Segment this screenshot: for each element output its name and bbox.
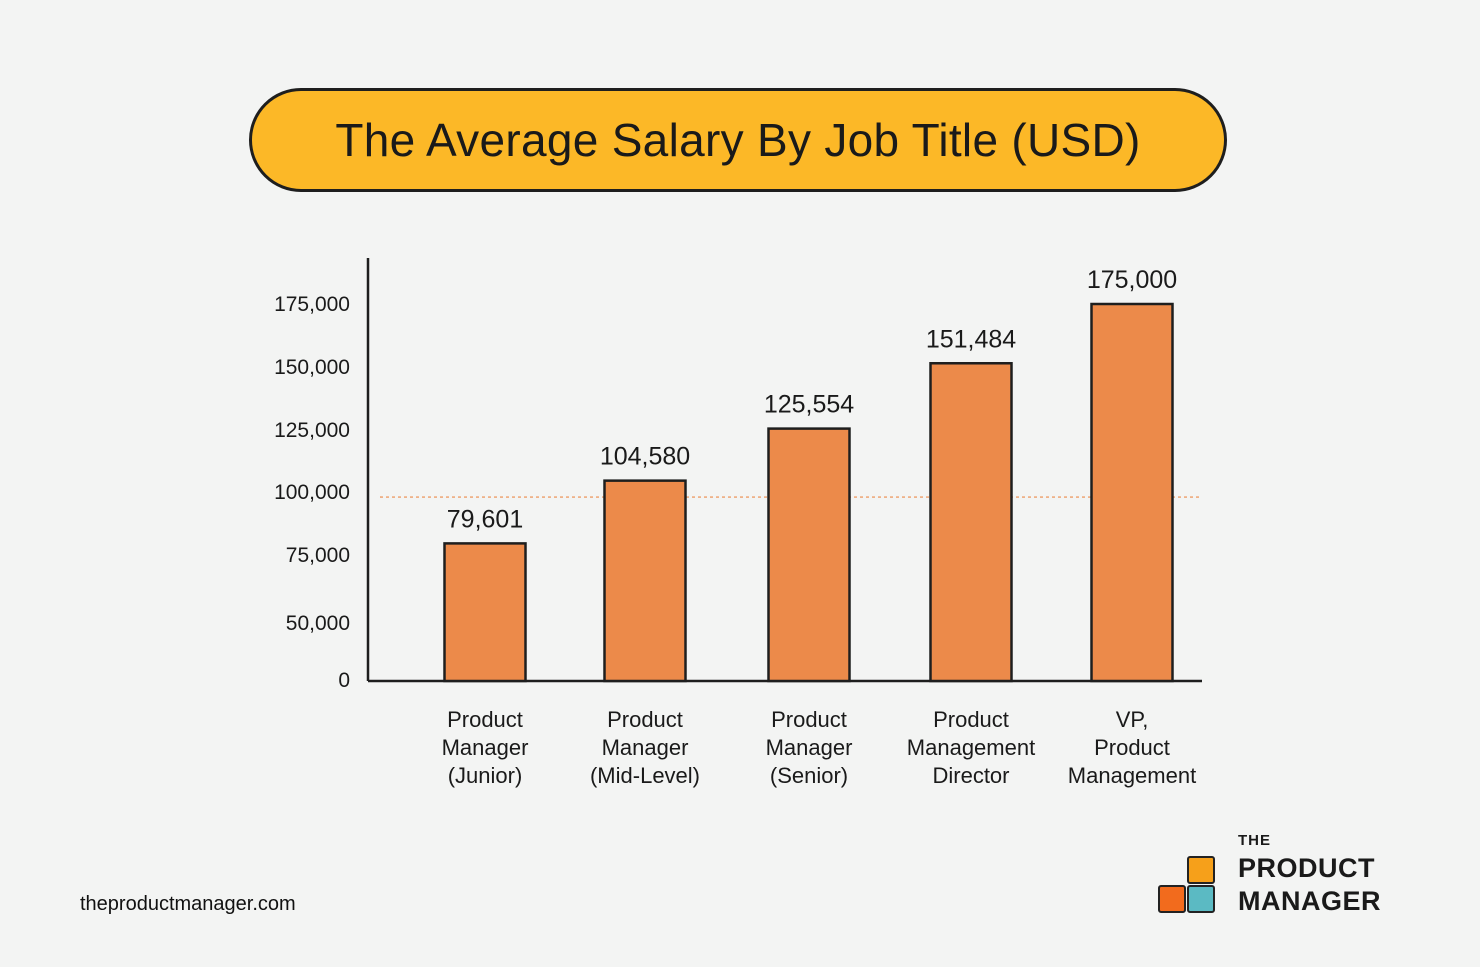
y-tick-label: 175,000: [274, 293, 350, 316]
data-label: 175,000: [1087, 266, 1177, 294]
x-tick-label-line: (Mid-Level): [590, 763, 700, 788]
y-tick-label: 125,000: [274, 419, 350, 442]
x-tick-label-line: Management: [907, 735, 1035, 760]
logo-square-icon: [1158, 885, 1186, 913]
x-tick-label: Product Manager (Senior): [766, 707, 853, 788]
x-tick-label-line: Director: [932, 763, 1009, 788]
x-tick-label-line: VP,: [1116, 707, 1149, 732]
y-tick-label: 50,000: [286, 612, 350, 635]
x-tick-label-line: Management: [1068, 763, 1196, 788]
y-tick-label: 75,000: [286, 544, 350, 567]
data-label: 151,484: [926, 325, 1016, 353]
bar: [603, 479, 687, 683]
data-label: 104,580: [600, 443, 690, 471]
x-tick-label: Product Manager (Mid-Level): [590, 707, 700, 788]
x-tick-label-line: (Senior): [770, 763, 848, 788]
x-tick-label: Product Management Director: [907, 707, 1035, 788]
brand-line-2: MANAGER: [1238, 886, 1381, 916]
title-banner: The Average Salary By Job Title (USD): [249, 88, 1227, 192]
x-tick-label-line: Product: [447, 707, 523, 732]
brand-logo: THE PRODUCT MANAGER: [1158, 830, 1438, 920]
x-tick-label: Product Manager (Junior): [442, 707, 529, 788]
website-url: theproductmanager.com: [80, 893, 296, 915]
logo-square-icon: [1187, 885, 1215, 913]
data-label: 125,554: [764, 391, 854, 419]
brand-line-1: PRODUCT: [1238, 853, 1375, 883]
bar: [767, 427, 851, 683]
x-tick-label-line: Product: [771, 707, 847, 732]
y-tick-label: 100,000: [274, 481, 350, 504]
bar: [1090, 302, 1174, 683]
x-tick-label-line: Manager: [602, 735, 689, 760]
x-tick-label-line: Product: [1094, 735, 1170, 760]
y-tick-label: 150,000: [274, 356, 350, 379]
bar: [929, 362, 1013, 683]
x-tick-label-line: Product: [607, 707, 683, 732]
x-tick-label-line: Product: [933, 707, 1009, 732]
chart-title: The Average Salary By Job Title (USD): [335, 114, 1141, 166]
x-tick-label-line: Manager: [442, 735, 529, 760]
logo-square-icon: [1187, 856, 1215, 884]
bar: [443, 542, 527, 683]
brand-the: THE: [1238, 832, 1271, 849]
x-tick-label: VP, Product Management: [1068, 707, 1196, 788]
data-label: 79,601: [447, 505, 523, 533]
y-tick-label: 0: [338, 669, 350, 692]
x-tick-label-line: (Junior): [448, 763, 523, 788]
x-tick-label-line: Manager: [766, 735, 853, 760]
